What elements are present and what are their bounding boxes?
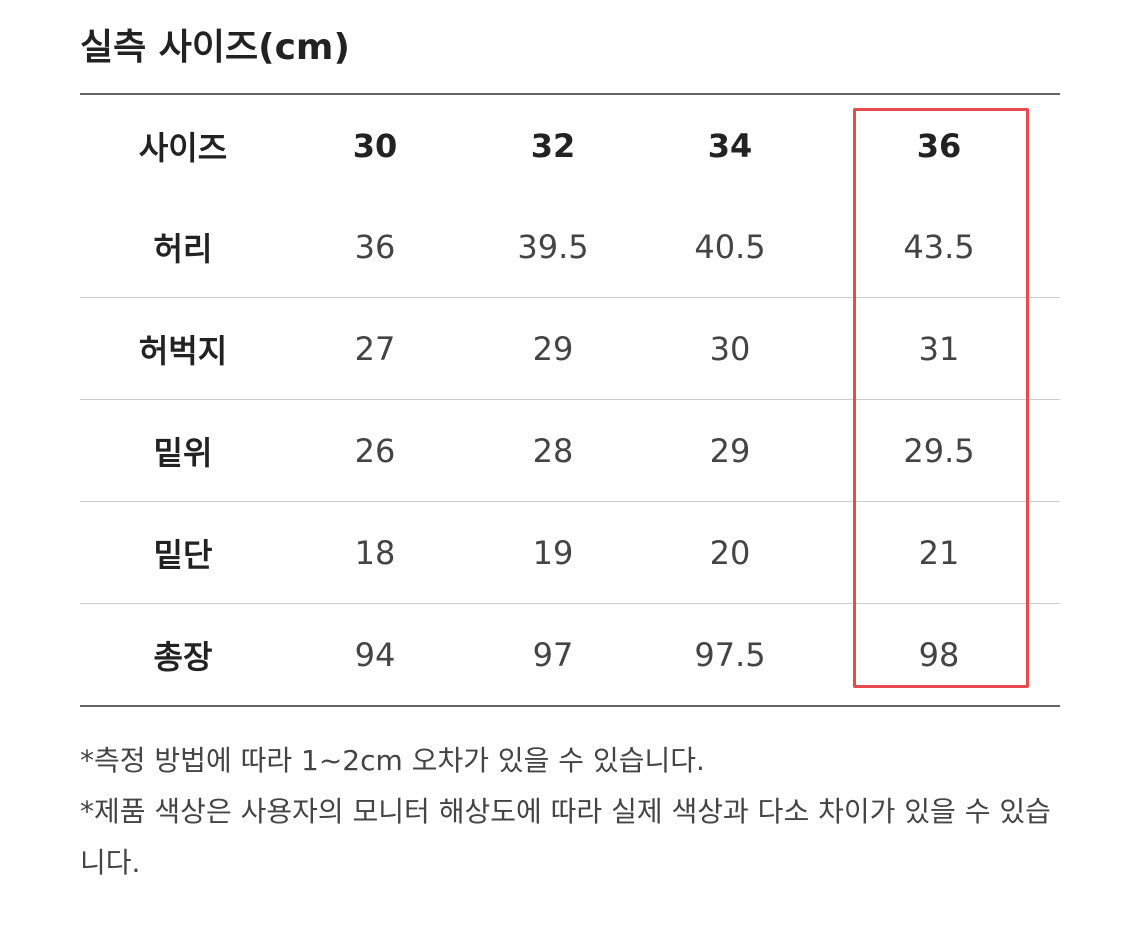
table-cell: 40.5 [694,227,766,266]
table-row: 총장 94 97 97.5 98 [80,604,1060,707]
note: *측정 방법에 따라 1~2cm 오차가 있을 수 있습니다. [80,744,705,777]
table-cell: 18 [354,533,396,572]
table-cell: 28 [532,431,574,470]
header-cell: 32 [530,126,576,165]
table-cell: 98 [918,635,960,674]
table-cell: 20 [709,533,751,572]
table-cell: 39.5 [517,227,589,266]
table-row: 밑단 18 19 20 21 [80,502,1060,604]
table-cell: 29 [709,431,751,470]
table-cell: 21 [918,533,960,572]
table-row: 허리 36 39.5 40.5 43.5 [80,196,1060,298]
table-cell: 26 [354,431,396,470]
table-cell: 27 [354,329,396,368]
header-cell: 36 [916,126,962,165]
row-label: 허벅지 [138,331,228,370]
notes: *측정 방법에 따라 1~2cm 오차가 있을 수 있습니다. *제품 색상은 … [80,735,1060,888]
table-cell: 30 [709,329,751,368]
table-row: 허벅지 27 29 30 31 [80,298,1060,400]
row-label: 허리 [153,229,213,268]
header-cell: 30 [352,126,398,165]
table-cell: 97.5 [694,635,766,674]
table-cell: 19 [532,533,574,572]
highlight-box [853,108,1029,688]
row-label: 밑위 [153,433,213,472]
table-cell: 29 [532,329,574,368]
size-table: 사이즈 30 32 34 36 허리 36 39.5 40.5 43.5 허벅지 27 29 3… [80,93,1060,707]
table-cell: 36 [354,227,396,266]
note: *제품 색상은 사용자의 모니터 해상도에 따라 실제 색상과 다소 차이가 있… [80,795,1051,879]
header-cell: 사이즈 [138,128,228,167]
row-label: 총장 [153,637,213,676]
table-header-row: 사이즈 30 32 34 36 [80,94,1060,196]
row-label: 밑단 [153,535,213,574]
header-cell: 34 [707,126,753,165]
table-row: 밑위 26 28 29 29.5 [80,400,1060,502]
page-title: 실측 사이즈(cm) [80,27,350,68]
table-cell: 31 [918,329,960,368]
table-cell: 29.5 [903,431,975,470]
table-cell: 97 [532,635,574,674]
table-cell: 43.5 [903,227,975,266]
table-cell: 94 [354,635,396,674]
